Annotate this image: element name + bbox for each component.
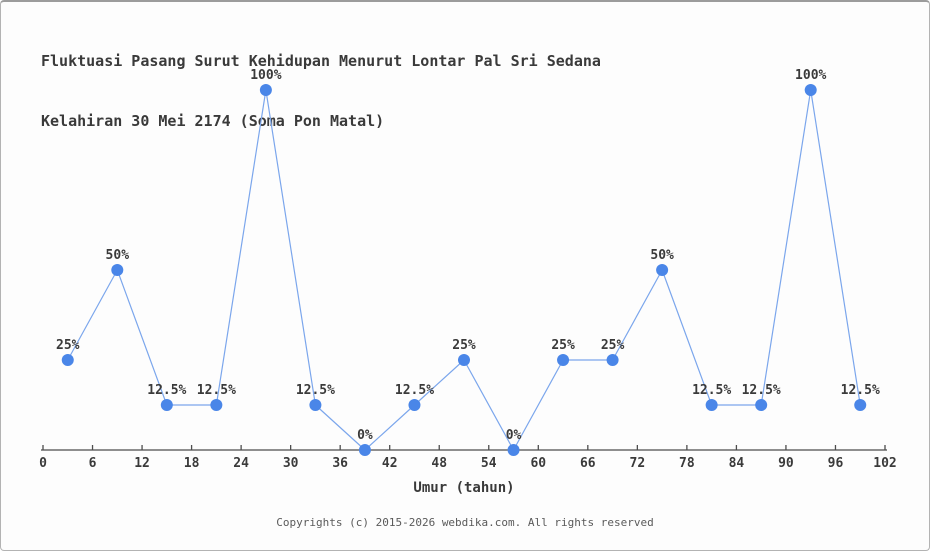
- data-point: [705, 399, 718, 411]
- point-value-label: 12.5%: [395, 383, 434, 398]
- data-point: [160, 399, 173, 411]
- x-tick-label: 36: [332, 456, 348, 471]
- x-tick-label: 42: [382, 456, 398, 471]
- data-point: [804, 84, 817, 96]
- data-point: [111, 264, 124, 276]
- data-point: [210, 399, 223, 411]
- x-tick-label: 78: [679, 456, 695, 471]
- data-point: [755, 399, 768, 411]
- point-value-label: 50%: [106, 248, 130, 263]
- point-value-label: 100%: [795, 68, 826, 83]
- x-tick-label: 90: [778, 456, 794, 471]
- point-value-label: 12.5%: [197, 383, 236, 398]
- chart-title-line2: Kelahiran 30 Mei 2174 (Soma Pon Matal): [41, 112, 385, 130]
- data-point: [656, 264, 669, 276]
- point-value-label: 12.5%: [147, 383, 186, 398]
- point-value-label: 25%: [601, 338, 625, 353]
- copyright-footer: Copyrights (c) 2015-2026 webdika.com. Al…: [276, 516, 654, 529]
- x-tick-label: 84: [729, 456, 745, 471]
- point-value-label: 12.5%: [742, 383, 781, 398]
- data-point: [557, 354, 570, 366]
- point-value-label: 12.5%: [841, 383, 880, 398]
- x-tick-label: 0: [39, 456, 47, 471]
- data-point: [458, 354, 470, 366]
- data-point: [507, 444, 520, 456]
- x-tick-label: 48: [431, 456, 447, 471]
- x-tick-label: 54: [481, 456, 497, 471]
- point-value-label: 25%: [551, 338, 575, 353]
- x-tick-label: 12: [134, 456, 150, 471]
- x-tick-label: 24: [233, 456, 249, 471]
- point-value-label: 0%: [357, 428, 373, 443]
- point-value-label: 12.5%: [296, 383, 335, 398]
- point-value-label: 25%: [452, 338, 476, 353]
- x-tick-label: 18: [184, 456, 200, 471]
- x-tick-label: 66: [580, 456, 596, 471]
- data-point: [259, 84, 272, 96]
- x-tick-label: 102: [873, 456, 896, 471]
- x-axis-title: Umur (tahun): [413, 480, 514, 496]
- data-point: [358, 444, 371, 456]
- x-tick-label: 96: [828, 456, 844, 471]
- x-tick-label: 72: [630, 456, 646, 471]
- data-point: [309, 399, 322, 411]
- line-chart-svg: 0 6 12 18 24 30 36 42 48 54 60 66 72 78 84 90 96 102 25% 50…: [39, 68, 897, 496]
- point-value-label: 100%: [250, 68, 281, 83]
- data-point: [854, 399, 867, 411]
- point-value-label: 25%: [56, 338, 80, 353]
- point-value-label: 50%: [650, 248, 674, 263]
- data-point: [61, 354, 74, 366]
- point-value-label: 12.5%: [692, 383, 731, 398]
- x-tick-label: 6: [89, 456, 97, 471]
- data-point: [408, 399, 421, 411]
- chart-title: Fluktuasi Pasang Surut Kehidupan Menurut…: [41, 11, 601, 171]
- chart-title-line1: Fluktuasi Pasang Surut Kehidupan Menurut…: [41, 52, 601, 70]
- point-value-label: 0%: [506, 428, 522, 443]
- x-tick-label: 60: [530, 456, 546, 471]
- x-tick-label: 30: [283, 456, 299, 471]
- data-point: [606, 354, 619, 366]
